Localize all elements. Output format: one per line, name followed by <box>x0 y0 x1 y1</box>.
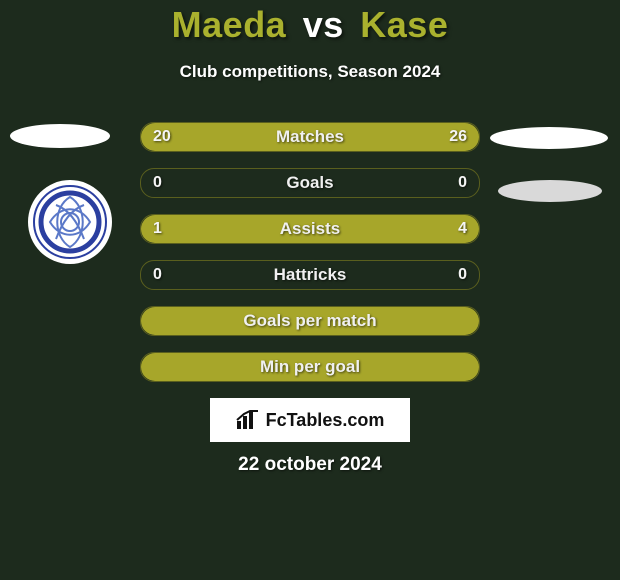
comparison-infographic: Maeda vs Kase Club competitions, Season … <box>0 0 620 580</box>
brand-icon <box>236 410 260 430</box>
page-title: Maeda vs Kase <box>0 4 620 46</box>
stat-right-value: 0 <box>458 169 467 197</box>
stat-bar: Goals per match <box>140 306 480 336</box>
stat-bar: 2026Matches <box>140 122 480 152</box>
stat-bar: 0 0Hattricks <box>140 260 480 290</box>
stat-right-value: 26 <box>449 123 467 151</box>
stat-bar: 14Assists <box>140 214 480 244</box>
player2-club-placeholder <box>498 180 602 202</box>
stat-bar: 0 0Goals <box>140 168 480 198</box>
stat-left-value: 0 <box>153 169 162 197</box>
club-badge-icon <box>33 185 107 259</box>
player1-avatar-placeholder <box>10 124 110 148</box>
stat-label: Goals <box>141 169 479 197</box>
stat-left-value: 1 <box>153 215 162 243</box>
stat-left-value: 0 <box>153 261 162 289</box>
vs-separator: vs <box>303 4 344 45</box>
stat-bar: Min per goal <box>140 352 480 382</box>
brand-text: FcTables.com <box>266 410 385 431</box>
stat-bars: 2026Matches00Goals14Assists00HattricksGo… <box>140 122 480 398</box>
stat-label: Hattricks <box>141 261 479 289</box>
brand-logo: FcTables.com <box>210 398 410 442</box>
footer-date: 22 october 2024 <box>0 454 620 476</box>
stat-right-value: 0 <box>458 261 467 289</box>
subtitle: Club competitions, Season 2024 <box>0 62 620 82</box>
stat-right-value: 4 <box>458 215 467 243</box>
player2-avatar-placeholder <box>490 127 608 149</box>
player1-name: Maeda <box>172 4 287 45</box>
player1-club-badge <box>28 180 112 264</box>
player2-name: Kase <box>360 4 448 45</box>
stat-left-value: 20 <box>153 123 171 151</box>
